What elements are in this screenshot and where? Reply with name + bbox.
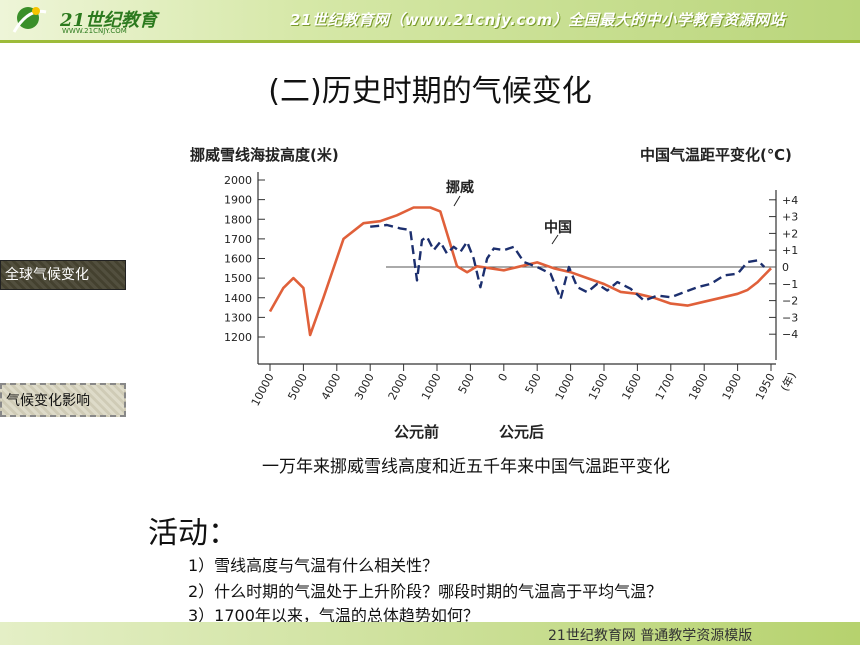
right-tick-label: 0	[782, 261, 789, 274]
x-tick-label: 1800	[686, 371, 711, 402]
global-climate-change-button[interactable]: 全球气候变化	[0, 260, 126, 290]
logo-subtext: WWW.21CNJY.COM	[62, 27, 127, 35]
question-1: 1）雪线高度与气温有什么相关性？	[188, 556, 439, 575]
logo-text: 21世纪教育	[60, 10, 158, 31]
china-label-pointer	[551, 234, 559, 245]
question-2: 2）什么时期的气温处于上升阶段？哪段时期的气温高于平均气温？	[188, 582, 663, 601]
right-tick-label: −4	[782, 328, 798, 341]
left-axis-title: 挪威雪线海拔高度(米)	[190, 146, 339, 164]
norway-series-label: 挪威	[446, 179, 474, 196]
x-tick-label: 1500	[586, 371, 611, 402]
x-tick-label: 500	[456, 371, 477, 396]
norway-label-pointer	[453, 195, 461, 207]
left-tick-label: 1900	[224, 194, 252, 207]
x-tick-label: 10000	[249, 371, 277, 408]
right-tick-label: +2	[782, 227, 798, 240]
right-tick-label: +4	[782, 194, 798, 207]
left-tick-label: 1400	[224, 292, 252, 305]
right-tick-label: −2	[782, 295, 798, 308]
norway-snowline-series	[268, 206, 772, 337]
right-axis-title: 中国气温距平变化(℃)	[640, 146, 792, 164]
era-bc-label: 公元前	[394, 423, 439, 441]
chart-caption: 一万年来挪威雪线高度和近五千年来中国气温距平变化	[262, 457, 670, 477]
x-tick-label: 1000	[553, 371, 578, 402]
slide-title: (二)历史时期的气候变化	[268, 74, 592, 109]
header-slogan: 21世纪教育网（www.21cnjy.com）全国最大的中小学教育资源网站	[290, 11, 786, 29]
right-tick-label: +3	[782, 211, 798, 224]
question-3: 3）1700年以来，气温的总体趋势如何？	[188, 606, 479, 625]
left-tick-label: 1800	[224, 213, 252, 226]
left-tick-label: 1700	[224, 233, 252, 246]
x-tick-label: 5000	[285, 371, 310, 402]
right-tick-label: −1	[782, 278, 798, 291]
header-divider	[0, 40, 860, 43]
left-tick-label: 1300	[224, 311, 252, 324]
logo-icon	[12, 7, 47, 33]
x-tick-label: 500	[523, 371, 544, 396]
era-ad-label: 公元后	[499, 423, 544, 441]
right-tick-label: −3	[782, 311, 798, 324]
footer-bar	[0, 622, 860, 645]
x-tick-label: 1700	[653, 371, 678, 402]
x-tick-label: 0	[496, 371, 511, 383]
x-tick-label: 1000	[419, 371, 444, 402]
right-tick-label: +1	[782, 244, 798, 257]
footer-text: 21世纪教育网 普通教学资源模版	[548, 628, 753, 644]
climate-change-impact-button[interactable]: 气候变化影响	[0, 383, 126, 417]
x-tick-label: 1600	[619, 371, 644, 402]
header-bar	[0, 0, 860, 40]
left-tick-label: 1200	[224, 331, 252, 344]
x-tick-label: 1900	[720, 371, 745, 402]
left-tick-label: 2000	[224, 174, 252, 187]
china-series-label: 中国	[544, 219, 572, 236]
x-tick-label: 1950	[753, 371, 778, 402]
climate-chart: 挪威雪线海拔高度(米) 中国气温距平变化(℃) 2000 1900 1800 1700 16…	[190, 146, 799, 441]
x-tick-label: 4000	[319, 371, 344, 402]
x-unit-label: (年)	[777, 370, 799, 394]
x-tick-label: 3000	[352, 371, 377, 402]
activity-label: 活动：	[148, 516, 238, 551]
x-tick-label: 2000	[386, 371, 411, 402]
left-tick-label: 1500	[224, 272, 252, 285]
china-temperature-series	[370, 223, 766, 302]
left-tick-label: 1600	[224, 253, 252, 266]
